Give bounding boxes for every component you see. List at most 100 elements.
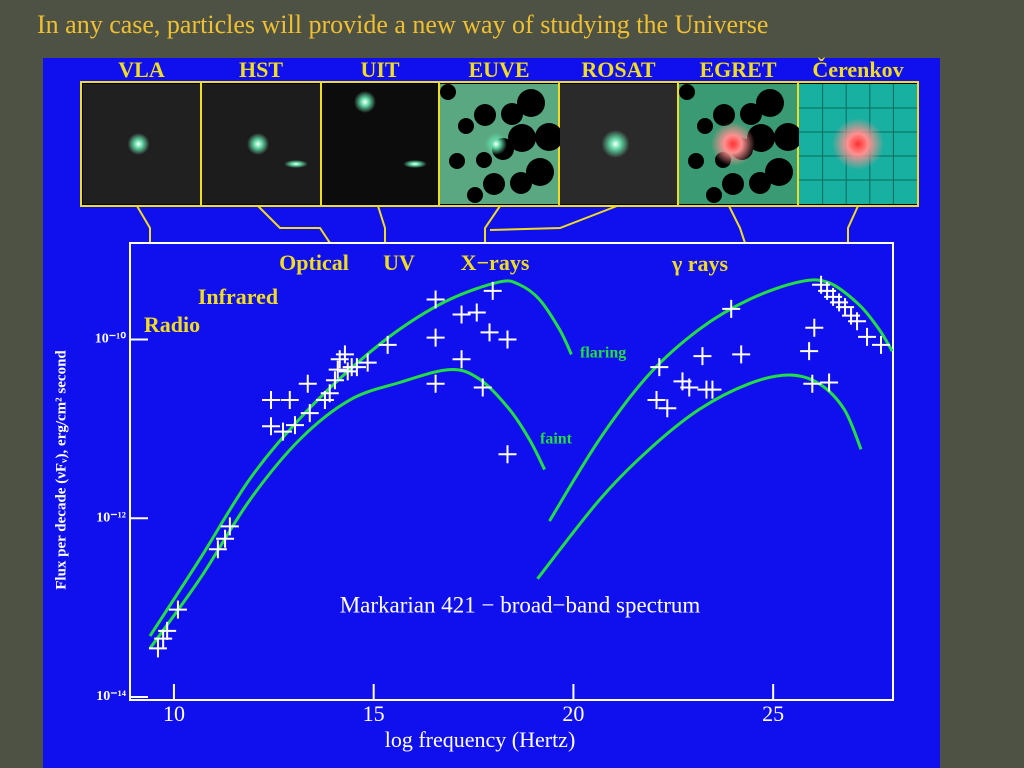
connector (484, 205, 501, 243)
data-point (168, 600, 187, 619)
data-point (325, 371, 344, 390)
thumbnails: VLA HST UIT EUVE ROSAT EGRET Čerenkov (83, 57, 917, 206)
connector (257, 205, 331, 244)
data-point (650, 358, 669, 377)
plot (130, 275, 894, 700)
data-point (498, 445, 517, 464)
thumbnail-label: EGRET (699, 57, 776, 82)
band-label: UV (383, 250, 415, 275)
data-point (693, 347, 712, 366)
thumbnail-speckle (510, 172, 532, 194)
thumbnail-speckle (476, 152, 492, 168)
thumbnail-speckle (756, 89, 784, 117)
connector (377, 205, 386, 243)
data-point (220, 517, 239, 536)
y-tick-label: 10⁻¹² (96, 510, 126, 525)
thumbnail-source (354, 91, 376, 113)
thumbnail-label: ROSAT (581, 57, 655, 82)
thumbnail-speckle (440, 84, 456, 100)
plot-frame (129, 242, 894, 701)
band-label: X−rays (461, 250, 530, 275)
data-point (658, 399, 677, 418)
data-point (800, 342, 819, 361)
data-point (262, 391, 281, 410)
data-point (803, 374, 822, 393)
y-tick-label: 10⁻¹⁰ (95, 332, 127, 347)
data-point (848, 312, 867, 331)
thumbnail-speckle (713, 104, 735, 126)
data-point (338, 362, 357, 381)
band-label: Optical (279, 250, 349, 275)
data-point (280, 391, 299, 410)
data-point (473, 378, 492, 397)
data-point (208, 540, 227, 559)
thumbnail-speckle (688, 153, 704, 169)
thumbnail-speckle (501, 103, 523, 125)
x-tick-label: 20 (562, 701, 584, 726)
data-point (298, 374, 317, 393)
data-point (452, 350, 471, 369)
x-tick-label: 10 (163, 701, 185, 726)
data-point (148, 639, 167, 658)
x-axis-label: log frequency (Hertz) (385, 727, 576, 752)
data-point (328, 360, 347, 379)
thumbnail-speckle (508, 124, 536, 152)
thumbnail-speckle (765, 158, 793, 186)
connector (728, 205, 746, 244)
chart-title: Markarian 421 − broad−band spectrum (340, 592, 701, 617)
data-point (273, 422, 292, 441)
thumbnail-image (322, 84, 438, 204)
data-point (320, 384, 339, 403)
thumbnail-speckle (749, 172, 771, 194)
connector (136, 205, 151, 243)
spectrum-curve (148, 368, 546, 650)
data-point (483, 281, 502, 300)
thumbnail-speckle (483, 173, 505, 195)
thumbnail-speckle (774, 123, 802, 151)
data-point (426, 374, 445, 393)
data-point (480, 323, 499, 342)
band-label: γ rays (671, 251, 729, 276)
data-point (872, 335, 891, 354)
thumbnail-speckle (679, 84, 695, 100)
thumbnail-label: Čerenkov (812, 57, 903, 82)
connectors (136, 205, 859, 244)
curve-label: faint (540, 431, 573, 448)
curve-label: flaring (580, 345, 626, 362)
data-point (285, 416, 304, 435)
thumbnail-speckle (526, 158, 554, 186)
connector (489, 205, 618, 231)
thumbnail-speckle (458, 118, 474, 134)
thumbnail-source (247, 133, 269, 155)
thumbnail-source (284, 160, 308, 168)
data-point (805, 318, 824, 337)
thumbnail-speckle (474, 104, 496, 126)
thumbnail-source (485, 133, 507, 155)
spectrum-curve (548, 278, 894, 522)
data-point (722, 299, 741, 318)
thumbnail-speckle (449, 153, 465, 169)
data-point (335, 345, 354, 364)
x-tick-label: 15 (363, 701, 385, 726)
data-point (680, 378, 699, 397)
spectrum-curve (536, 373, 863, 580)
data-point (426, 290, 445, 309)
thumbnail-source (127, 133, 150, 155)
y-tick-label: 10⁻¹⁴ (96, 689, 127, 704)
data-point (858, 327, 877, 346)
slide-title: In any case, particles will provide a ne… (37, 10, 768, 39)
band-label: Infrared (198, 284, 278, 309)
thumbnail-label: VLA (118, 57, 165, 82)
thumbnail-label: UIT (360, 57, 399, 82)
data-point (498, 330, 517, 349)
thumbnail-label: EUVE (468, 57, 529, 82)
thumbnail-label: HST (239, 57, 283, 82)
data-point (452, 305, 471, 324)
thumbnail-speckle (697, 118, 713, 134)
data-point (300, 404, 319, 423)
data-point (262, 417, 281, 436)
band-label: Radio (144, 312, 200, 337)
spectrum-curve (148, 279, 573, 637)
thumbnail-source (832, 118, 884, 170)
